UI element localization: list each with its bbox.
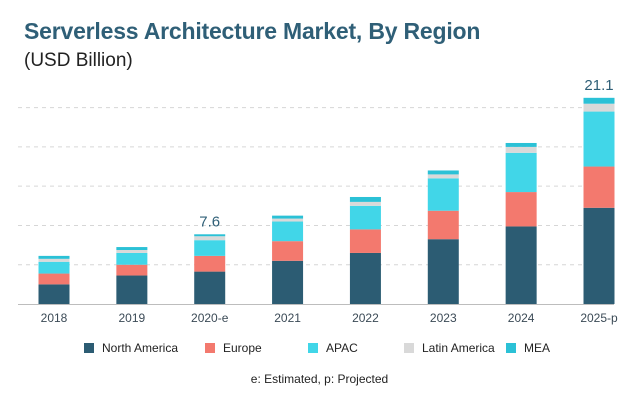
bar-segment-europe [38,273,70,285]
legend-swatch [404,343,414,353]
data-label: 21.1 [584,77,613,94]
x-tick-label: 2020-e [191,311,229,325]
bar-segment-north-america [194,271,226,304]
legend-swatch [506,343,516,353]
bar-segment-europe [194,255,226,272]
chart-title: Serverless Architecture Market, By Regio… [24,18,481,44]
bar-segment-latin-america [272,218,304,222]
x-tick-label: 2021 [274,311,301,325]
bar-segment-north-america [349,252,381,304]
bar-segment-apac [116,252,148,265]
data-label: 7.6 [199,213,220,230]
legend-swatch [308,343,318,353]
bar-segment-latin-america [427,174,459,179]
bar-segment-mea [272,215,304,219]
bar-segment-latin-america [505,146,537,153]
bar-segment-europe [583,166,615,208]
legend-label: Latin America [422,341,495,355]
bar-segment-north-america [583,207,615,304]
bar-segment-apac [349,205,381,230]
legend-label: North America [102,341,179,355]
bar-segment-latin-america [116,250,148,253]
bar-segment-mea [194,234,226,237]
x-tick-label: 2023 [430,311,457,325]
legend-label: APAC [326,341,358,355]
legend-label: MEA [524,341,551,355]
legend-item: Europe [205,340,308,356]
bar-segment-apac [505,152,537,193]
legend-item: MEA [506,340,586,356]
bar-segment-north-america [505,226,537,304]
bar-segment-apac [194,240,226,256]
bar-segment-europe [505,192,537,227]
bar-segment-north-america [116,275,148,304]
bar-segment-latin-america [38,258,70,262]
bar-segment-north-america [272,260,304,304]
bar-segment-europe [349,229,381,253]
legend-item: North America [84,340,205,356]
bar-segment-latin-america [583,103,615,112]
bar-segment-europe [427,210,459,240]
x-tick-label: 2018 [41,311,68,325]
legend-swatch [205,343,215,353]
bar-segment-europe [272,241,304,261]
bar-segment-apac [583,111,615,167]
x-tick-label: 2025-p [580,311,618,325]
bar-segment-apac [272,221,304,242]
bars [38,97,615,304]
bar-segment-apac [427,178,459,211]
legend: North America Europe APAC Latin America MEA [84,340,586,356]
legend-swatch [84,343,94,353]
legend-label: Europe [223,341,262,355]
x-tick-label: 2019 [119,311,146,325]
bar-segment-latin-america [194,236,226,241]
legend-item: APAC [308,340,404,356]
legend-item: Latin America [404,340,506,356]
bar-segment-mea [583,97,615,104]
x-tick-label: 2024 [508,311,535,325]
bar-segment-mea [38,255,70,259]
chart-subtitle: (USD Billion) [24,50,133,71]
bar-segment-europe [116,264,148,276]
bar-segment-mea [116,247,148,250]
bar-segment-latin-america [349,201,381,206]
data-labels: 7.6 21.1 [199,77,613,230]
bar-segment-mea [505,142,537,147]
bar-segment-north-america [38,284,70,304]
bar-segment-north-america [427,239,459,304]
footnote: e: Estimated, p: Projected [250,372,389,386]
bar-segment-mea [427,170,459,175]
x-tick-label: 2022 [352,311,379,325]
x-axis-ticks: 2018 2019 2020-e 2021 2022 2023 2024 2025-p [41,311,618,325]
bar-segment-mea [349,196,381,202]
bar-segment-apac [38,261,70,274]
